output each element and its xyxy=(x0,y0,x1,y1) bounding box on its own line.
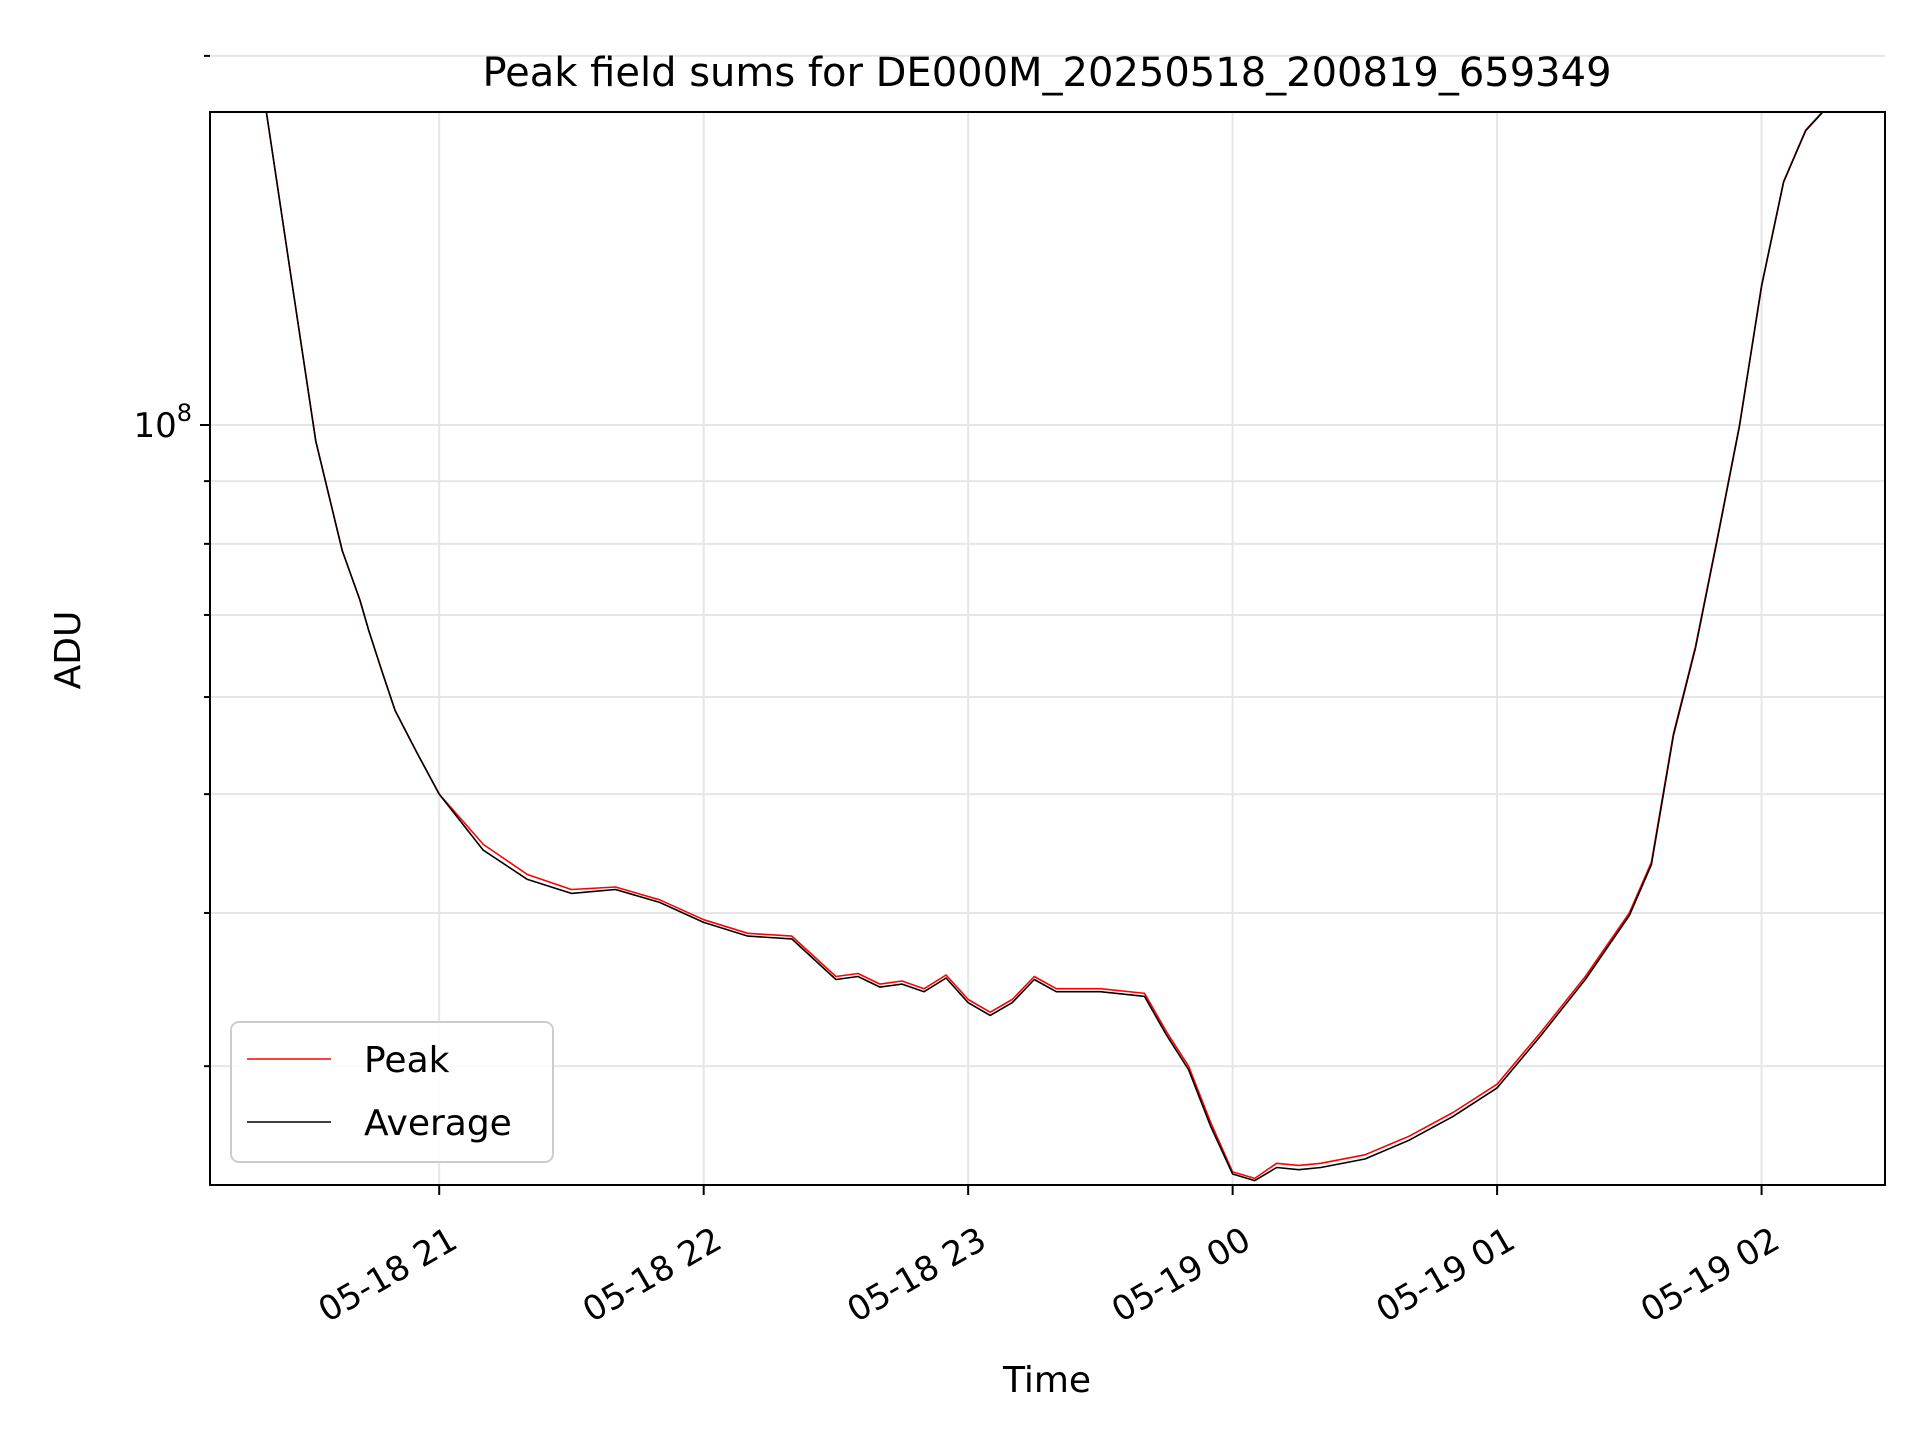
y-tick-label: 108 xyxy=(133,399,192,446)
legend-peak-label: Peak xyxy=(364,1040,450,1081)
plot-series xyxy=(265,112,1824,1182)
chart-title: Peak field sums for DE000M_20250518_2008… xyxy=(482,50,1611,96)
legend-box xyxy=(230,1021,554,1163)
legend-average-label: Average xyxy=(364,1103,512,1144)
y-axis-label: ADU xyxy=(48,611,89,690)
legend: Peak Average xyxy=(230,1021,554,1163)
plot-frame xyxy=(209,111,1886,1186)
series-line-average xyxy=(265,112,1824,1182)
x-axis-label: Time xyxy=(1002,1360,1091,1401)
